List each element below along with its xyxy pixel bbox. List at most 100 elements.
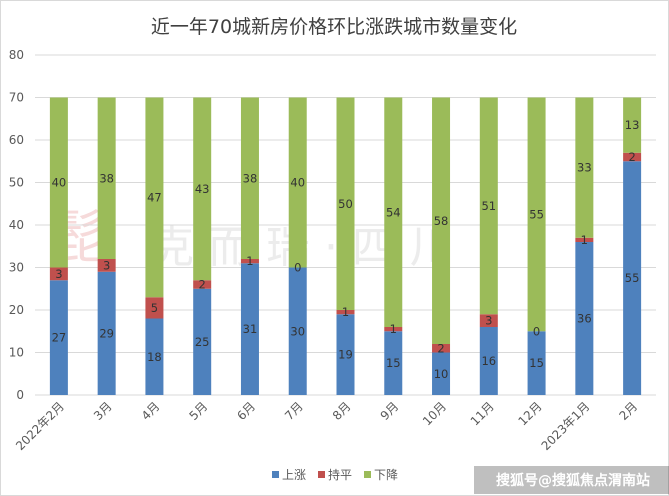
legend-swatch [318,471,325,478]
data-label: 30 [290,324,305,338]
data-label: 38 [99,171,114,185]
bar-segment [479,314,498,327]
data-label: 0 [294,261,301,275]
bar-segment [384,331,403,395]
x-tick-label: 6月 [234,399,258,423]
x-tick-label: 2月 [616,399,640,423]
data-label: 54 [386,205,401,219]
data-label: 25 [195,335,210,349]
data-label: 51 [481,199,496,213]
bar-segment [49,97,68,268]
x-tick-label: 11月 [468,399,497,428]
bar-segment [49,280,68,395]
bar-segment [527,97,546,332]
data-labels: 2734029338185472524331138300401915015154… [52,118,640,381]
bar-segment [288,267,307,395]
data-label: 27 [52,331,67,345]
bars [49,97,642,395]
x-tick-label: 10月 [420,399,449,428]
data-label: 38 [243,171,258,185]
x-tick-label: 3月 [91,399,115,423]
data-label: 1 [342,305,349,319]
data-label: 55 [529,207,544,221]
data-label: 31 [243,322,258,336]
bar-segment [575,97,594,238]
y-axis: 0 10 20 30 40 50 60 70 80 [9,48,24,402]
legend-label: 上涨 [282,467,306,482]
bar-segment [97,259,116,272]
data-label: 19 [338,348,353,362]
data-label: 40 [290,176,305,190]
bar-segment [336,97,355,310]
data-label: 0 [533,324,540,338]
data-label: 18 [147,350,162,364]
data-label: 16 [481,354,496,368]
y-tick-label: 0 [16,388,24,402]
data-label: 58 [434,214,449,228]
x-tick-label: 2023年1月 [539,399,593,453]
bar-segment [97,271,116,395]
bar-segment [240,259,259,264]
bar-segment [527,331,546,395]
bar-segment [288,97,307,268]
data-label: 50 [338,197,353,211]
y-tick-label: 80 [9,48,24,62]
bar-segment [336,310,355,315]
bar-segment [240,263,259,395]
bar-segment [145,297,164,319]
bar-segment [193,280,212,289]
footer-shadow [474,466,669,494]
data-label: 5 [151,301,158,315]
bar-segment [479,97,498,315]
bar-segment [623,161,642,395]
data-label: 2 [437,341,444,355]
bar-segment [193,97,212,281]
data-label: 36 [577,312,592,326]
data-label: 47 [147,190,162,204]
bar-segment [575,242,594,395]
x-tick-label: 4月 [139,399,163,423]
x-tick-label: 7月 [282,399,306,423]
legend-label: 下降 [374,468,398,482]
data-label: 3 [55,267,62,281]
data-label: 40 [52,176,67,190]
data-label: 43 [195,182,210,196]
chart-title: 近一年70城新房价格环比涨跌城市数量变化 [151,16,517,38]
legend-swatch [272,471,279,478]
y-tick-label: 60 [9,133,24,147]
bar-segment [432,97,451,344]
bar-segment [384,97,403,327]
bar-segment [145,97,164,298]
bar-segment [97,97,116,259]
x-tick-label: 2022年2月 [13,399,67,453]
y-tick-label: 70 [9,91,24,105]
bar-segment [623,97,642,153]
data-label: 55 [625,271,640,285]
bar-segment [145,318,164,395]
data-label: 2 [628,150,635,164]
x-tick-label: 12月 [516,399,545,428]
bar-segment [240,97,259,259]
footer-text: 搜狐号@搜狐焦点渭南站 [496,472,650,489]
bar-segment [384,327,403,332]
data-label: 15 [386,356,401,370]
bar-segment [479,327,498,395]
data-label: 3 [485,314,492,328]
bar-segment [336,314,355,395]
data-label: 2 [199,278,206,292]
data-label: 3 [103,258,110,272]
data-label: 15 [529,356,544,370]
legend-label: 持平 [328,467,352,482]
bar-segment [432,344,451,353]
x-tick-label: 5月 [187,399,211,423]
data-label: 29 [99,326,114,340]
data-label: 13 [625,118,640,132]
data-label: 1 [390,322,397,336]
y-tick-label: 40 [9,218,24,232]
data-label: 1 [246,254,253,268]
data-label: 1 [581,233,588,247]
x-tick-label: 8月 [330,399,354,423]
data-label: 10 [434,367,449,381]
